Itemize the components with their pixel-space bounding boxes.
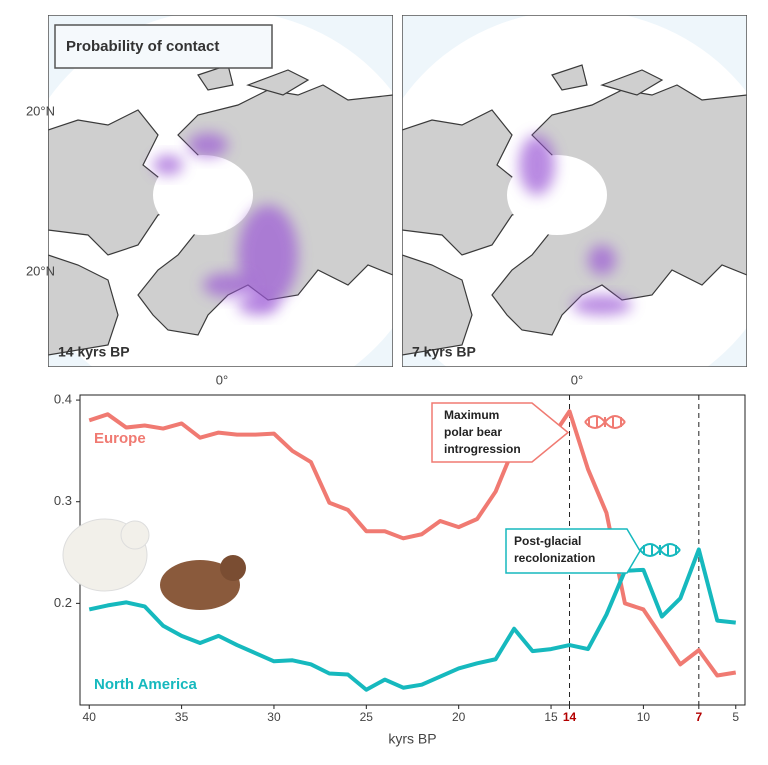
lon-label: 0°: [216, 372, 228, 387]
brown-bear: [160, 560, 240, 610]
annotation-text: Post-glacial: [514, 534, 581, 548]
plot-frame: [79, 394, 746, 706]
panel-label: 14 kyrs BP: [58, 344, 130, 360]
line-chart: 0.2 0.3 0.4 40 35 30 25 20 15 14 10 7 5 kyrs BP Europe…: [54, 392, 746, 747]
land: [246, 69, 310, 96]
y-tick-label: 0.3: [54, 493, 72, 508]
lat-label: 20°N: [26, 263, 55, 278]
legend-title: Probability of contact: [66, 38, 219, 55]
series-line: [88, 409, 737, 678]
legend-box: [54, 24, 273, 69]
x-tick-label: 30: [267, 710, 281, 724]
annotation-text: recolonization: [514, 551, 595, 565]
x-tick-label: 5: [732, 710, 739, 724]
lat-label: 20°N: [26, 103, 55, 118]
x-tick-label: 10: [637, 710, 651, 724]
contact-shading: [238, 205, 298, 305]
x-axis-title: kyrs BP: [388, 731, 436, 747]
contact-shading: [203, 273, 253, 297]
polar-bear-head: [120, 520, 150, 550]
x-tick-label: 20: [452, 710, 466, 724]
brown-bear-head: [220, 555, 246, 581]
land: [402, 254, 473, 356]
x-tick-label: 14: [563, 710, 577, 724]
contact-shading: [519, 135, 555, 195]
x-tick-label: 40: [83, 710, 97, 724]
series-label: Europe: [94, 430, 146, 447]
ice: [153, 155, 253, 235]
x-tick-label: 7: [695, 710, 702, 724]
annotation-text: polar bear: [444, 425, 502, 439]
annotation-box: [505, 528, 641, 574]
landmass: [48, 64, 393, 356]
dna-icon: [584, 415, 626, 429]
y-tick-label: 0.4: [54, 392, 72, 407]
y-tick-label: 0.2: [54, 595, 72, 610]
dna-icon: [639, 543, 681, 557]
contact-shading: [188, 133, 228, 157]
annotation-box: [431, 402, 570, 463]
panel-label: 7 kyrs BP: [412, 344, 476, 360]
map-panel: [402, 15, 747, 367]
maps: [48, 15, 747, 367]
x-tick-label: 15: [544, 710, 558, 724]
land: [600, 69, 664, 96]
contact-shading: [238, 295, 278, 315]
annotation-text: Maximum: [444, 408, 499, 422]
land: [48, 254, 119, 356]
map-panel: [48, 15, 393, 367]
annotation-text: introgression: [444, 442, 521, 456]
x-tick-label: 35: [175, 710, 189, 724]
land: [551, 64, 588, 91]
series-label: North America: [94, 676, 197, 693]
lon-label: 0°: [571, 372, 583, 387]
landmass: [402, 64, 747, 356]
contact-shading: [572, 295, 632, 315]
x-tick-label: 25: [360, 710, 374, 724]
contact-shading: [153, 155, 183, 175]
contact-shading: [588, 245, 616, 275]
